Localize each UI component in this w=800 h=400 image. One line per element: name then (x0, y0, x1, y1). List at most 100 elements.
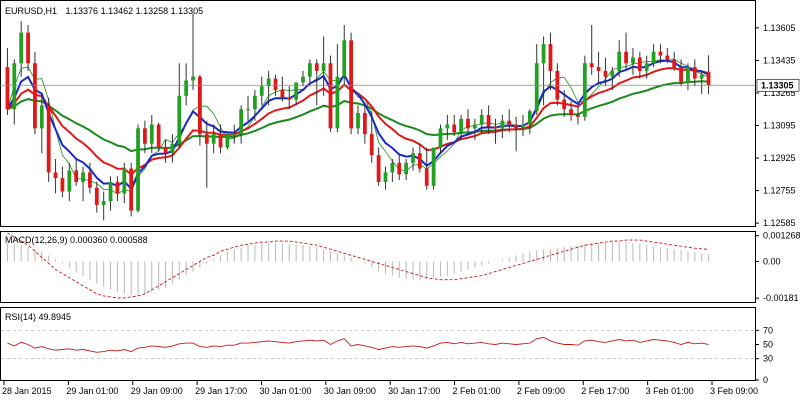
candle-body (582, 63, 587, 117)
candle (672, 51, 677, 71)
rsi-line (7, 336, 709, 353)
candle-body (204, 134, 209, 144)
time-tick-label: 29 Jan 09:00 (131, 386, 183, 396)
candle (472, 118, 477, 140)
candle-body (472, 124, 477, 129)
candle-body (301, 76, 305, 83)
candle-body (108, 181, 113, 202)
candle (692, 59, 697, 87)
candle (376, 147, 381, 186)
ma-slow-line (7, 80, 709, 153)
candle-body (541, 44, 546, 64)
candle (637, 51, 642, 79)
candle (143, 120, 147, 154)
candle (218, 124, 223, 154)
candle-body (266, 78, 271, 87)
candle (81, 166, 85, 202)
candle-body (307, 63, 312, 77)
candle-body (376, 155, 381, 182)
time-tick-label: 29 Jan 01:00 (66, 386, 118, 396)
candle (431, 147, 436, 190)
current-price-label: 1.13305 (761, 80, 794, 90)
rsi-tick-label: 50 (763, 340, 773, 350)
candle (198, 74, 202, 146)
candle (411, 147, 415, 171)
candle (328, 55, 333, 133)
candle (362, 105, 367, 144)
candle-body (88, 172, 92, 188)
candle-body (74, 170, 79, 182)
candle-body (576, 114, 580, 117)
candle (53, 158, 58, 194)
current-price-line: 1.13305 (0, 78, 800, 92)
candle-body (431, 147, 436, 186)
candle (307, 59, 312, 87)
candle-body (404, 162, 409, 175)
candle (115, 176, 120, 202)
candle-body (610, 70, 615, 77)
time-tick-label: 2 Feb 09:00 (517, 386, 565, 396)
candle (644, 55, 649, 79)
candle-body (39, 105, 44, 129)
candle-body (246, 109, 250, 111)
candle (534, 44, 539, 115)
candle-body (493, 126, 498, 129)
candle (60, 166, 65, 198)
candle-body (101, 201, 106, 205)
candle-body (335, 76, 340, 129)
candle (314, 59, 319, 106)
candle-body (369, 134, 374, 156)
rsi-axis: 70 50 30 0 (755, 325, 773, 385)
candle-body (53, 172, 58, 179)
candle (390, 158, 395, 182)
price-axis: 1.13605 1.13435 1.13265 1.13095 1.12925 1.127… (755, 23, 796, 228)
candle-body (136, 128, 140, 211)
candle (184, 63, 189, 106)
chart-header: EURUSD,H1 1.13376 1.13462 1.13258 1.1330… (5, 6, 203, 16)
candle-body (569, 109, 573, 115)
candle-body (26, 32, 30, 64)
candle-body (232, 134, 237, 136)
candle (596, 51, 601, 83)
candle-body (81, 172, 85, 182)
candle-body (163, 147, 168, 154)
candle (356, 105, 360, 135)
candle (493, 118, 498, 144)
candle-body (631, 57, 635, 64)
candle (603, 57, 608, 87)
candle-body (328, 63, 333, 129)
rsi-tick-label: 70 (763, 325, 773, 335)
candle-body (534, 63, 539, 112)
candle (287, 86, 292, 110)
candle-body (500, 120, 505, 129)
candle (88, 162, 92, 194)
candle-body (706, 71, 711, 86)
candle (459, 114, 463, 140)
candle-body (253, 95, 257, 110)
candle (349, 32, 354, 135)
candle (5, 47, 10, 115)
candle-body (362, 113, 367, 135)
candle (582, 55, 587, 121)
candle-body (486, 114, 491, 127)
time-tick-label: 30 Jan 09:00 (324, 386, 376, 396)
candle-body (466, 118, 470, 129)
candle (129, 162, 134, 217)
candle (163, 139, 168, 163)
candle (541, 36, 546, 106)
candle (479, 109, 484, 135)
candle-body (514, 124, 518, 129)
candle (191, 13, 195, 91)
candle-body (644, 63, 649, 71)
candle-body (67, 170, 72, 192)
candle-body (46, 105, 51, 173)
candle-body (321, 63, 326, 71)
macd-tick-label: 0.001268 (763, 231, 800, 241)
candle (521, 114, 525, 137)
candle-body (149, 124, 154, 144)
candle (397, 153, 402, 181)
candle (679, 59, 683, 87)
candle-body (589, 63, 594, 68)
